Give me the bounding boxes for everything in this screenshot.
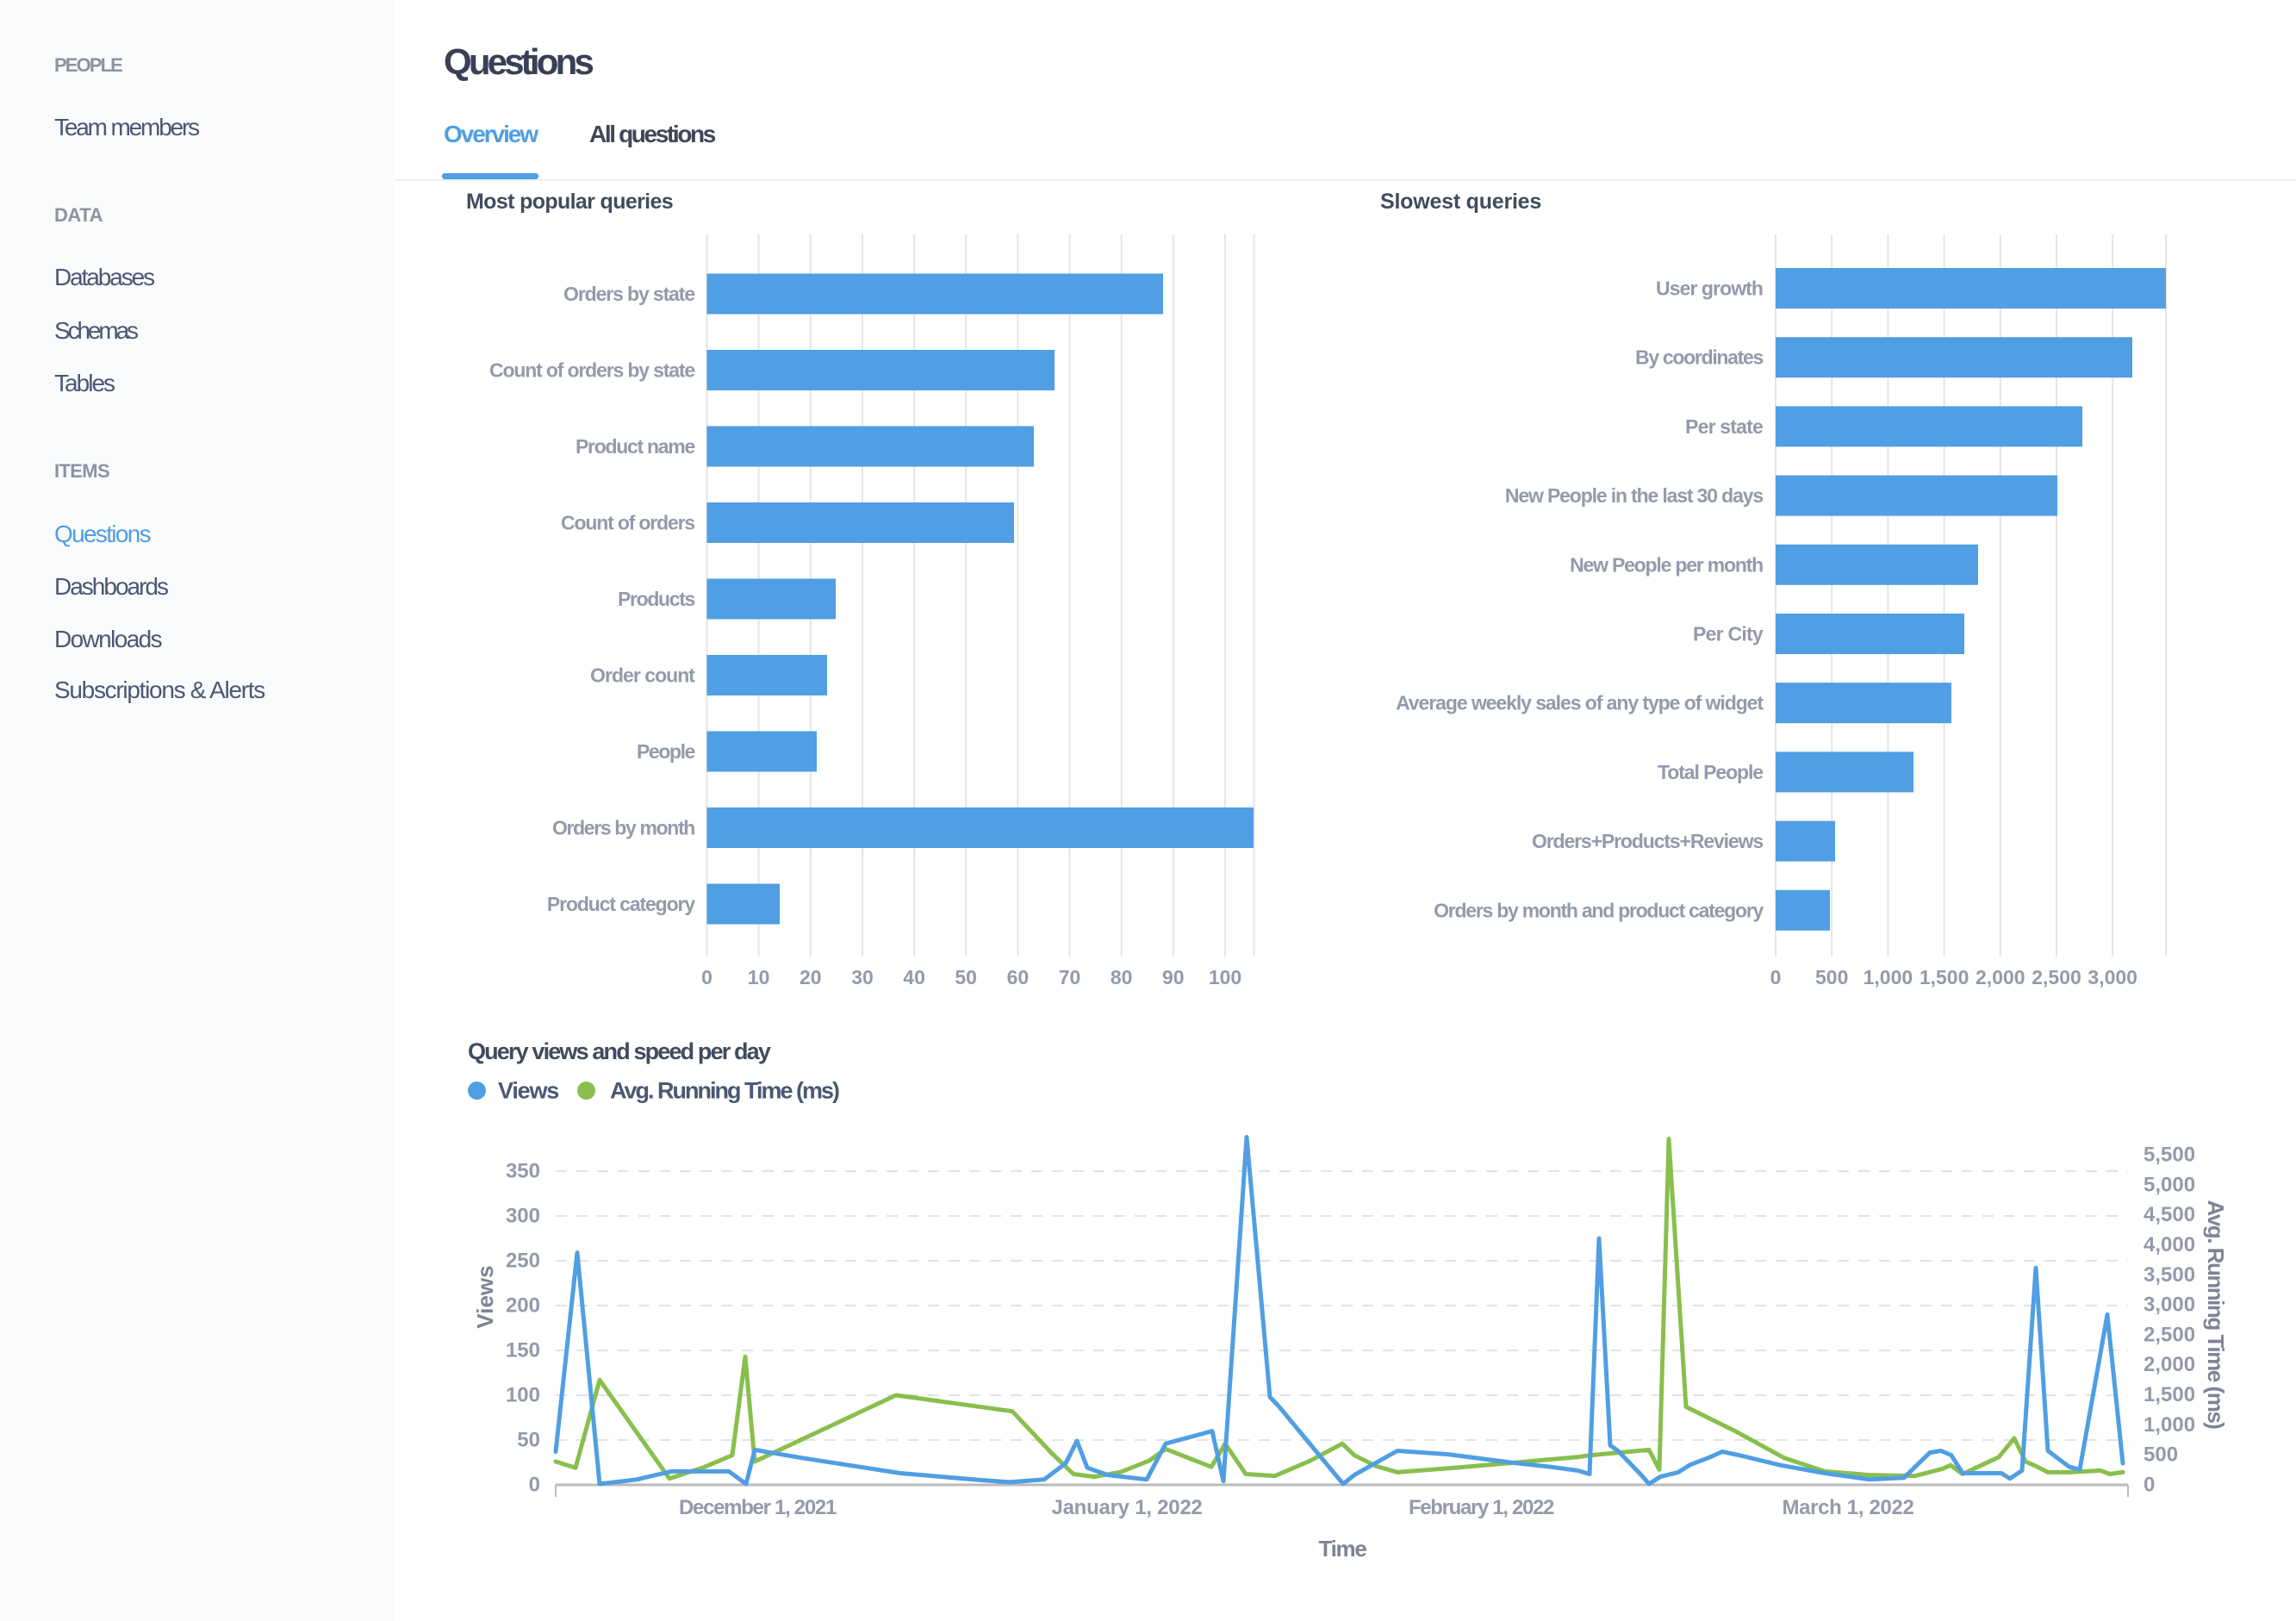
svg-text:80: 80: [1111, 966, 1133, 988]
svg-text:3,500: 3,500: [2144, 1263, 2195, 1287]
svg-text:User growth: User growth: [1656, 277, 1763, 300]
svg-text:Order count: Order count: [590, 664, 695, 687]
svg-text:50: 50: [517, 1429, 540, 1452]
svg-text:December 1, 2021: December 1, 2021: [679, 1496, 837, 1519]
svg-text:Avg. Running Time (ms): Avg. Running Time (ms): [2203, 1200, 2229, 1429]
svg-text:200: 200: [506, 1294, 540, 1318]
svg-text:Views: Views: [472, 1265, 498, 1328]
svg-text:2,000: 2,000: [1976, 966, 2025, 988]
svg-text:Total People: Total People: [1658, 761, 1763, 783]
svg-text:Per state: Per state: [1685, 415, 1763, 438]
svg-text:Time: Time: [1318, 1536, 1366, 1562]
svg-text:500: 500: [1815, 966, 1848, 988]
svg-text:50: 50: [955, 966, 977, 988]
svg-text:5,000: 5,000: [2144, 1173, 2195, 1196]
svg-text:10: 10: [748, 966, 770, 988]
svg-text:0: 0: [529, 1474, 540, 1497]
svg-text:30: 30: [851, 966, 874, 988]
svg-text:0: 0: [1770, 966, 1782, 988]
svg-text:2,500: 2,500: [2032, 966, 2081, 988]
svg-text:Count of orders: Count of orders: [561, 512, 694, 534]
svg-text:New People per month: New People per month: [1570, 553, 1763, 576]
svg-text:250: 250: [506, 1250, 540, 1273]
svg-text:Orders by month and product ca: Orders by month and product category: [1434, 899, 1764, 921]
svg-text:1,500: 1,500: [1920, 966, 1969, 988]
svg-text:4,000: 4,000: [2144, 1233, 2195, 1256]
svg-text:Orders by month: Orders by month: [552, 817, 694, 839]
svg-text:February 1, 2022: February 1, 2022: [1409, 1496, 1554, 1519]
svg-text:Per City: Per City: [1693, 623, 1764, 645]
svg-text:150: 150: [506, 1339, 540, 1362]
svg-text:January 1, 2022: January 1, 2022: [1051, 1496, 1202, 1519]
svg-text:Orders by state: Orders by state: [563, 283, 694, 305]
svg-text:70: 70: [1059, 966, 1081, 988]
svg-text:3,000: 3,000: [2088, 966, 2137, 988]
svg-text:Product name: Product name: [576, 435, 694, 458]
svg-text:People: People: [637, 740, 695, 763]
svg-text:500: 500: [2144, 1443, 2178, 1467]
svg-text:0: 0: [2144, 1474, 2155, 1497]
svg-text:New People in the last 30 days: New People in the last 30 days: [1505, 484, 1763, 507]
svg-text:1,000: 1,000: [1864, 966, 1913, 988]
svg-text:Orders+Products+Reviews: Orders+Products+Reviews: [1532, 830, 1763, 852]
svg-text:By coordinates: By coordinates: [1635, 346, 1763, 369]
svg-text:100: 100: [506, 1384, 540, 1407]
svg-text:Count of orders by state: Count of orders by state: [489, 359, 694, 382]
svg-text:1,000: 1,000: [2144, 1413, 2195, 1437]
svg-text:4,500: 4,500: [2144, 1203, 2195, 1226]
svg-text:Average weekly sales of any ty: Average weekly sales of any type of widg…: [1396, 692, 1764, 714]
svg-text:300: 300: [506, 1205, 540, 1228]
svg-text:Product category: Product category: [547, 893, 695, 915]
svg-text:20: 20: [800, 966, 822, 988]
svg-text:3,000: 3,000: [2144, 1294, 2195, 1317]
svg-text:100: 100: [1209, 966, 1241, 988]
svg-text:60: 60: [1007, 966, 1030, 988]
svg-text:2,500: 2,500: [2144, 1323, 2195, 1346]
svg-text:0: 0: [701, 966, 712, 988]
svg-text:Products: Products: [618, 588, 695, 610]
svg-text:5,500: 5,500: [2144, 1144, 2195, 1167]
svg-text:March 1, 2022: March 1, 2022: [1782, 1496, 1913, 1519]
svg-text:40: 40: [903, 966, 925, 988]
svg-text:350: 350: [506, 1160, 540, 1183]
svg-text:1,500: 1,500: [2144, 1383, 2195, 1406]
svg-text:2,000: 2,000: [2144, 1353, 2195, 1376]
svg-text:90: 90: [1162, 966, 1185, 988]
